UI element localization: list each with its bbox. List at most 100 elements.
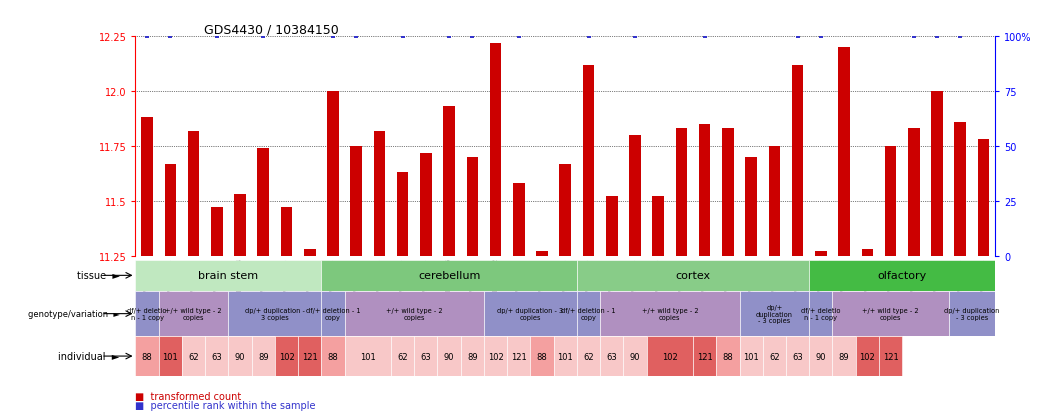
Bar	[228, 337, 251, 376]
Bar	[537, 252, 548, 256]
Text: +/+ wild type - 2
copies: +/+ wild type - 2 copies	[386, 308, 443, 320]
Text: 63: 63	[606, 352, 617, 361]
Text: 90: 90	[629, 352, 640, 361]
Bar	[582, 66, 594, 256]
Text: 101: 101	[359, 352, 376, 361]
Bar	[251, 337, 275, 376]
Text: df/+ deletion - 1
copy: df/+ deletion - 1 copy	[562, 308, 616, 320]
Text: dp/+ duplication - 3
copies: dp/+ duplication - 3 copies	[497, 308, 564, 320]
Text: cortex: cortex	[675, 271, 711, 281]
Bar	[763, 337, 786, 376]
Text: 63: 63	[421, 352, 431, 361]
Bar	[490, 44, 501, 256]
Bar	[530, 337, 553, 376]
Bar	[908, 129, 920, 256]
Text: 89: 89	[839, 352, 849, 361]
Bar	[577, 260, 810, 291]
Text: 102: 102	[860, 352, 875, 361]
Bar	[815, 252, 826, 256]
Bar	[142, 118, 153, 256]
Text: 101: 101	[163, 352, 178, 361]
Bar	[675, 129, 688, 256]
Text: individual  ►: individual ►	[58, 351, 120, 361]
Bar	[652, 197, 664, 256]
Text: 89: 89	[467, 352, 477, 361]
Bar	[647, 337, 693, 376]
Text: df/+ deletio
n - 1 copy: df/+ deletio n - 1 copy	[801, 308, 841, 320]
Bar	[321, 260, 577, 291]
Bar	[600, 337, 623, 376]
Bar	[693, 337, 716, 376]
Bar	[350, 147, 362, 256]
Bar	[257, 149, 269, 256]
Text: dp/+
duplication
- 3 copies: dp/+ duplication - 3 copies	[755, 304, 793, 323]
Bar	[948, 291, 995, 337]
Bar	[833, 291, 948, 337]
Text: 62: 62	[397, 352, 408, 361]
Bar	[745, 157, 756, 256]
Text: +/+ wild type - 2
copies: +/+ wild type - 2 copies	[642, 308, 698, 320]
Text: genotype/variation  ►: genotype/variation ►	[28, 309, 120, 318]
Bar	[374, 131, 386, 256]
Bar	[280, 208, 293, 256]
Text: 62: 62	[189, 352, 199, 361]
Bar	[577, 337, 600, 376]
Text: 102: 102	[488, 352, 503, 361]
Bar	[135, 291, 158, 337]
Bar	[234, 195, 246, 256]
Text: 89: 89	[258, 352, 269, 361]
Bar	[769, 147, 780, 256]
Bar	[716, 337, 740, 376]
Bar	[205, 337, 228, 376]
Bar	[158, 337, 182, 376]
Bar	[345, 291, 483, 337]
Bar	[722, 129, 734, 256]
Bar	[833, 337, 855, 376]
Bar	[954, 123, 966, 256]
Bar	[135, 260, 321, 291]
Bar	[461, 337, 483, 376]
Text: 121: 121	[302, 352, 318, 361]
Bar	[275, 337, 298, 376]
Text: 121: 121	[883, 352, 898, 361]
Bar	[321, 337, 345, 376]
Bar	[438, 337, 461, 376]
Bar	[135, 337, 158, 376]
Text: 90: 90	[234, 352, 245, 361]
Bar	[740, 291, 810, 337]
Bar	[577, 291, 600, 337]
Text: 62: 62	[584, 352, 594, 361]
Text: 88: 88	[537, 352, 547, 361]
Text: 90: 90	[816, 352, 826, 361]
Bar	[298, 337, 321, 376]
Bar	[932, 92, 943, 256]
Bar	[855, 337, 879, 376]
Bar	[810, 337, 833, 376]
Text: dp/+ duplication
- 3 copies: dp/+ duplication - 3 copies	[944, 308, 999, 320]
Bar	[507, 337, 530, 376]
Text: +/+ wild type - 2
copies: +/+ wild type - 2 copies	[166, 308, 222, 320]
Text: 90: 90	[444, 352, 454, 361]
Bar	[345, 337, 391, 376]
Bar	[513, 184, 524, 256]
Bar	[321, 291, 345, 337]
Bar	[879, 337, 902, 376]
Text: 101: 101	[557, 352, 573, 361]
Text: tissue  ►: tissue ►	[77, 271, 120, 281]
Bar	[699, 125, 711, 256]
Bar	[210, 208, 223, 256]
Text: 101: 101	[743, 352, 759, 361]
Bar	[182, 337, 205, 376]
Bar	[792, 66, 803, 256]
Text: 102: 102	[278, 352, 294, 361]
Bar	[623, 337, 647, 376]
Bar	[606, 197, 618, 256]
Bar	[165, 164, 176, 256]
Bar	[158, 291, 228, 337]
Bar	[483, 337, 507, 376]
Text: 121: 121	[511, 352, 526, 361]
Bar	[467, 157, 478, 256]
Bar	[885, 147, 896, 256]
Bar	[553, 337, 577, 376]
Bar	[443, 107, 455, 256]
